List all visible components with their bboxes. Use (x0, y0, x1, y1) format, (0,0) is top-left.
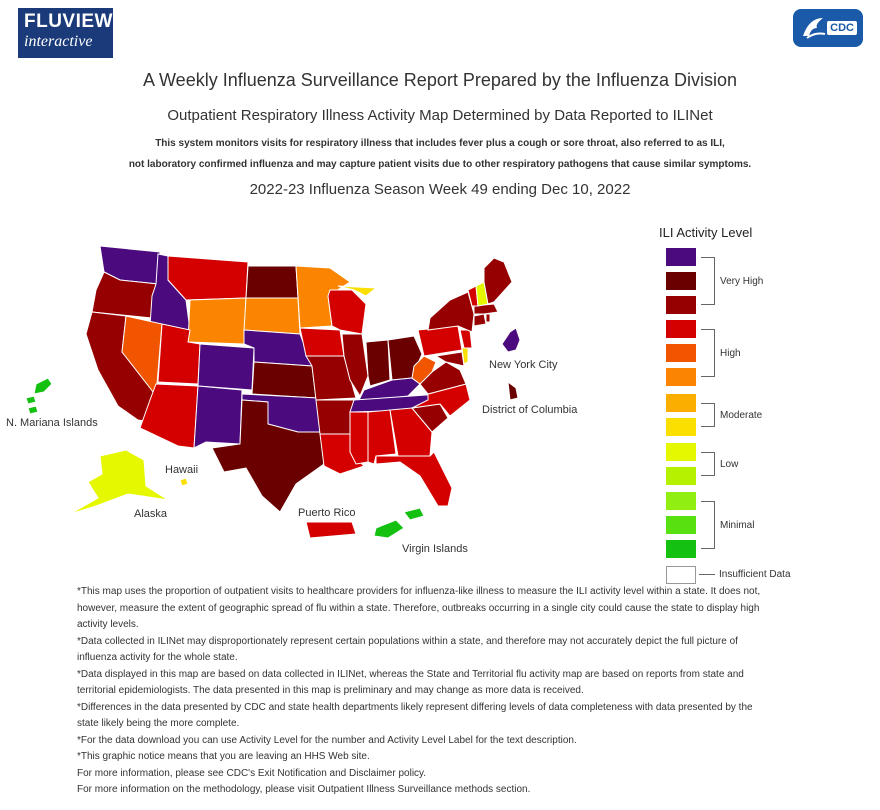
state-n-mariana-islands[interactable] (33, 377, 53, 395)
state-maryland[interactable] (434, 351, 465, 367)
label-alaska: Alaska (134, 508, 168, 520)
season-week-title: 2022-23 Influenza Season Week 49 ending … (249, 181, 631, 198)
state-n-mariana-islands-3[interactable] (27, 405, 39, 415)
state-new-york-city[interactable] (501, 327, 521, 353)
legend-line-insufficient (699, 574, 715, 575)
legend-swatch-low-1 (666, 443, 696, 461)
state-florida[interactable] (375, 451, 453, 507)
legend-label-low: Low (720, 459, 739, 470)
legend-label-minimal: Minimal (720, 520, 755, 531)
state-iowa[interactable] (299, 327, 345, 357)
legend-swatch-minimal-1 (666, 492, 696, 510)
label-hawaii: Hawaii (165, 464, 198, 476)
cdc-logo-text: CDC (827, 21, 857, 35)
legend-bracket-low (701, 452, 715, 476)
label-district-of-columbia: District of Columbia (482, 404, 578, 416)
legend-swatch-minimal-2 (666, 516, 696, 534)
cdc-logo[interactable]: CDC (793, 9, 863, 47)
state-mississippi[interactable] (349, 411, 369, 465)
state-virgin-islands-2[interactable] (403, 507, 425, 521)
description-line-1: This system monitors visits for respirat… (155, 138, 725, 149)
state-n-mariana-islands-2[interactable] (25, 395, 37, 405)
footnote: *Data collected in ILINet may disproport… (77, 635, 738, 664)
footnotes: *This map uses the proportion of outpati… (77, 584, 777, 799)
legend-swatch-low-2 (666, 467, 696, 485)
label-n-mariana-islands: N. Mariana Islands (6, 417, 98, 429)
legend-bracket-minimal (701, 501, 715, 549)
legend-title: ILI Activity Level (659, 225, 753, 240)
legend-label-high: High (720, 348, 741, 359)
fluview-logo[interactable]: FLUVIEW interactive (18, 8, 113, 58)
footnote-link[interactable]: For more information on the methodology,… (77, 784, 531, 795)
legend-bracket-high (701, 329, 715, 377)
state-new-jersey[interactable] (459, 329, 473, 349)
state-wisconsin[interactable] (327, 289, 367, 335)
footnote: *For the data download you can use Activ… (77, 734, 577, 746)
label-new-york-city: New York City (489, 359, 558, 371)
legend-swatch-high-1 (666, 320, 696, 338)
footnote-link[interactable]: For more information, please see CDC's E… (77, 767, 427, 779)
legend-swatch-very-high-3 (666, 296, 696, 314)
state-michigan[interactable] (337, 285, 378, 297)
legend-swatch-moderate-1 (666, 394, 696, 412)
state-montana[interactable] (167, 255, 249, 301)
fluview-logo-line1: FLUVIEW (24, 11, 113, 32)
state-illinois[interactable] (341, 333, 369, 398)
legend-swatch-insufficient (666, 566, 696, 584)
hhs-eagle-icon (803, 18, 826, 39)
state-missouri[interactable] (305, 355, 357, 401)
state-maine[interactable] (483, 257, 513, 305)
fluview-logo-line2: interactive (24, 33, 93, 50)
state-hawaii[interactable] (179, 477, 189, 487)
state-new-mexico[interactable] (193, 385, 243, 449)
state-virgin-islands[interactable] (373, 519, 405, 539)
state-connecticut[interactable] (473, 313, 487, 327)
state-alaska[interactable] (69, 449, 169, 515)
state-indiana[interactable] (365, 339, 391, 387)
legend-bracket-moderate (701, 403, 715, 427)
footnote: *Data displayed in this map are based on… (77, 668, 744, 697)
legend-swatch-very-high-1 (666, 248, 696, 266)
state-colorado[interactable] (197, 343, 255, 391)
state-rhode-island[interactable] (485, 313, 491, 323)
legend-swatch-minimal-3 (666, 540, 696, 558)
state-massachusetts[interactable] (473, 303, 499, 315)
label-puerto-rico: Puerto Rico (298, 507, 355, 519)
report-title: A Weekly Influenza Surveillance Report P… (143, 70, 737, 90)
legend-swatch-high-2 (666, 344, 696, 362)
legend-bracket-very-high (701, 257, 715, 305)
state-arkansas[interactable] (315, 399, 355, 435)
map-subtitle: Outpatient Respiratory Illness Activity … (167, 107, 713, 124)
legend-swatch-very-high-2 (666, 272, 696, 290)
legend-swatch-moderate-2 (666, 418, 696, 436)
legend-label-very-high: Very High (720, 276, 764, 287)
state-kansas[interactable] (251, 361, 317, 399)
legend-swatch-high-3 (666, 368, 696, 386)
state-north-dakota[interactable] (245, 265, 299, 299)
label-virgin-islands: Virgin Islands (402, 543, 468, 555)
legend-label-moderate: Moderate (720, 410, 763, 421)
state-wyoming[interactable] (187, 297, 247, 345)
legend-label-insufficient: Insufficient Data (719, 569, 791, 580)
footnote: *This map uses the proportion of outpati… (77, 586, 761, 630)
footnote: *This graphic notice means that you are … (77, 751, 370, 762)
state-north-carolina[interactable] (411, 383, 471, 417)
state-south-dakota[interactable] (243, 297, 301, 335)
state-pennsylvania[interactable] (417, 325, 463, 357)
state-district-of-columbia[interactable] (507, 380, 519, 401)
state-new-york[interactable] (427, 291, 475, 333)
description-line-2: not laboratory confirmed influenza and m… (128, 159, 752, 170)
footnote: *Differences in the data presented by CD… (77, 701, 753, 730)
state-puerto-rico[interactable] (305, 521, 357, 539)
state-texas[interactable] (211, 399, 325, 513)
us-ili-activity-map: New York City District of Columbia N. Ma… (6, 245, 578, 555)
